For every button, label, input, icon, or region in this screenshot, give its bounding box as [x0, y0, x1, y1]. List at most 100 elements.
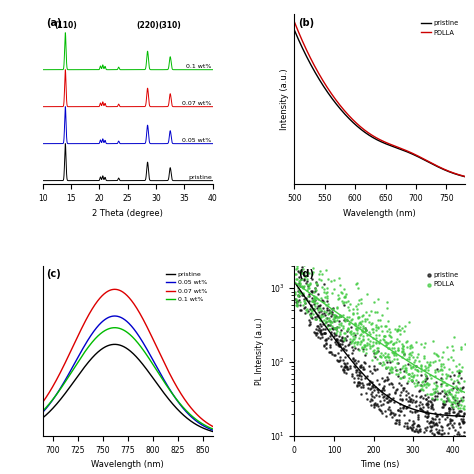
PDLLA — [303, 269, 311, 276]
pristine — [354, 381, 361, 388]
PDLLA — [417, 361, 425, 369]
PDLLA — [362, 317, 369, 325]
pristine — [428, 395, 436, 403]
PDLLA — [359, 332, 367, 339]
PDLLA — [344, 297, 352, 304]
PDLLA — [362, 308, 370, 316]
pristine — [323, 306, 331, 313]
pristine — [331, 351, 339, 359]
pristine — [356, 369, 364, 377]
pristine — [439, 403, 447, 410]
pristine — [429, 419, 437, 427]
PDLLA — [405, 354, 412, 361]
pristine — [313, 281, 321, 289]
pristine — [351, 374, 358, 382]
PDLLA — [462, 173, 467, 179]
0.05 wt% — [122, 317, 128, 323]
PDLLA — [292, 271, 300, 278]
PDLLA — [458, 363, 466, 371]
PDLLA — [337, 288, 344, 296]
pristine — [445, 420, 452, 428]
pristine — [298, 291, 305, 299]
pristine — [343, 328, 350, 335]
X-axis label: 2 Theta (degree): 2 Theta (degree) — [92, 209, 163, 218]
PDLLA — [330, 276, 338, 284]
pristine — [377, 407, 385, 414]
PDLLA — [456, 386, 464, 394]
0.05 wt% — [206, 426, 212, 431]
pristine — [321, 329, 328, 337]
pristine — [432, 419, 439, 427]
PDLLA — [369, 319, 376, 327]
pristine — [454, 409, 462, 416]
PDLLA — [374, 317, 382, 324]
pristine — [337, 337, 345, 344]
pristine — [296, 296, 303, 304]
pristine — [356, 371, 363, 379]
pristine — [392, 144, 398, 150]
PDLLA — [303, 286, 311, 294]
pristine — [332, 313, 339, 321]
pristine — [374, 401, 381, 408]
pristine — [321, 329, 328, 337]
PDLLA — [386, 365, 393, 373]
pristine — [386, 359, 393, 366]
PDLLA — [319, 312, 327, 320]
pristine — [371, 399, 379, 407]
pristine — [450, 385, 457, 392]
PDLLA — [369, 347, 377, 355]
pristine — [409, 417, 416, 424]
pristine — [319, 297, 327, 305]
PDLLA — [332, 329, 339, 337]
PDLLA — [452, 393, 459, 401]
pristine — [329, 326, 337, 333]
pristine — [336, 318, 343, 325]
PDLLA — [300, 283, 308, 290]
PDLLA — [302, 254, 310, 261]
PDLLA — [387, 328, 394, 336]
PDLLA — [324, 317, 332, 325]
pristine — [394, 406, 401, 414]
pristine — [449, 405, 456, 412]
0.07 wt% — [122, 291, 128, 296]
pristine — [453, 384, 460, 392]
pristine — [299, 291, 307, 299]
pristine — [424, 398, 431, 405]
pristine — [341, 368, 348, 376]
pristine — [328, 310, 336, 318]
PDLLA — [431, 357, 438, 365]
PDLLA — [355, 313, 362, 320]
pristine — [332, 326, 339, 333]
pristine — [422, 372, 429, 380]
PDLLA — [432, 382, 440, 389]
pristine — [371, 365, 378, 373]
pristine — [141, 364, 147, 369]
pristine — [309, 294, 316, 302]
PDLLA — [383, 341, 390, 348]
pristine — [426, 419, 433, 427]
PDLLA — [303, 280, 311, 287]
pristine — [424, 403, 432, 410]
pristine — [354, 345, 362, 353]
PDLLA — [374, 348, 381, 356]
PDLLA — [417, 364, 425, 372]
pristine — [352, 366, 359, 374]
PDLLA — [445, 389, 452, 396]
PDLLA — [358, 318, 366, 325]
PDLLA — [310, 292, 318, 300]
pristine — [373, 365, 380, 373]
PDLLA — [422, 375, 429, 383]
PDLLA — [335, 313, 343, 320]
PDLLA — [359, 322, 366, 329]
PDLLA — [310, 306, 318, 313]
PDLLA — [322, 308, 330, 315]
pristine — [338, 334, 346, 341]
PDLLA — [393, 326, 401, 334]
PDLLA — [450, 377, 458, 385]
PDLLA — [409, 364, 417, 371]
pristine — [375, 405, 383, 413]
pristine — [406, 397, 414, 404]
PDLLA — [376, 352, 384, 359]
pristine — [385, 390, 392, 398]
0.1 wt% — [121, 328, 127, 333]
